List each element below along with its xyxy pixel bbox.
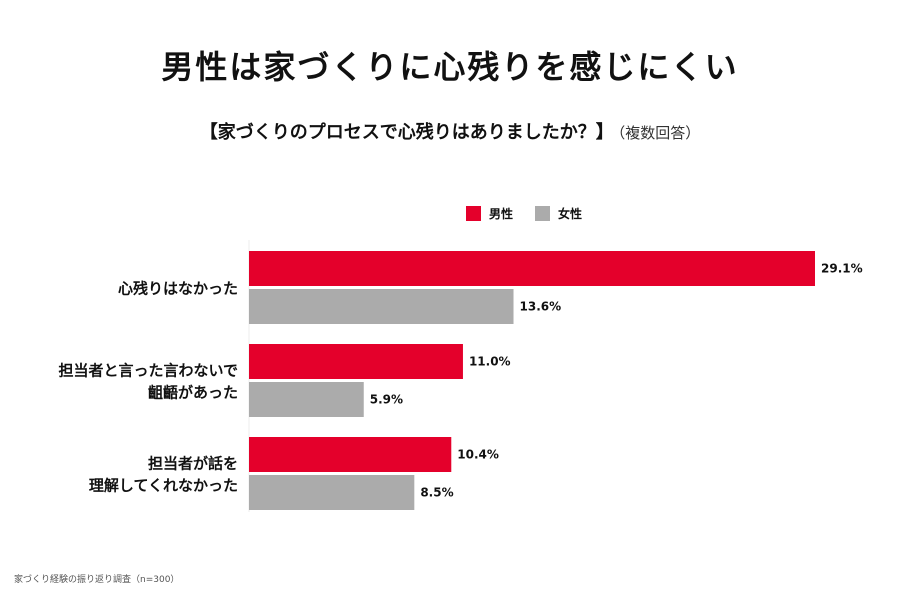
legend-swatch-male	[466, 205, 481, 221]
subtitle-note: （複数回答）	[617, 124, 701, 142]
data-label: 29.1%	[821, 262, 863, 276]
legend-item-male: 男性	[466, 205, 513, 222]
chart-title: 男性は家づくりに心残りを感じにくい	[161, 48, 739, 86]
data-label: 10.4%	[457, 448, 499, 462]
bar-male	[249, 437, 452, 472]
legend-item-female: 女性	[535, 205, 582, 222]
data-label: 11.0%	[469, 355, 511, 369]
category-label: 担当者が話を	[148, 455, 238, 473]
category-label: 心残りはなかった	[118, 280, 238, 298]
bar-female	[249, 475, 415, 510]
bar-female	[249, 382, 364, 417]
data-label: 13.6%	[520, 300, 562, 314]
chart-subtitle: 【家づくりのプロセスで心残りはありましたか？】	[199, 122, 614, 143]
category-label: 理解してくれなかった	[89, 477, 238, 495]
category-label: 担当者と言った言わないで	[58, 362, 238, 380]
category-label: 齟齬があった	[148, 384, 238, 402]
legend-swatch-female	[535, 205, 551, 221]
data-label: 5.9%	[370, 393, 403, 407]
bar-female	[249, 289, 514, 324]
footnote: 家づくり経験の振り返り調査（n=300）	[14, 575, 180, 585]
legend-label-male: 男性	[489, 206, 514, 221]
legend: 男性 女性	[466, 204, 604, 222]
data-label: 8.5%	[420, 486, 453, 500]
bar-male	[249, 251, 815, 286]
legend-label-female: 女性	[558, 206, 583, 221]
bar-male	[249, 344, 463, 379]
subtitle-row: 【家づくりのプロセスで心残りはありましたか？】 （複数回答）	[0, 118, 900, 144]
